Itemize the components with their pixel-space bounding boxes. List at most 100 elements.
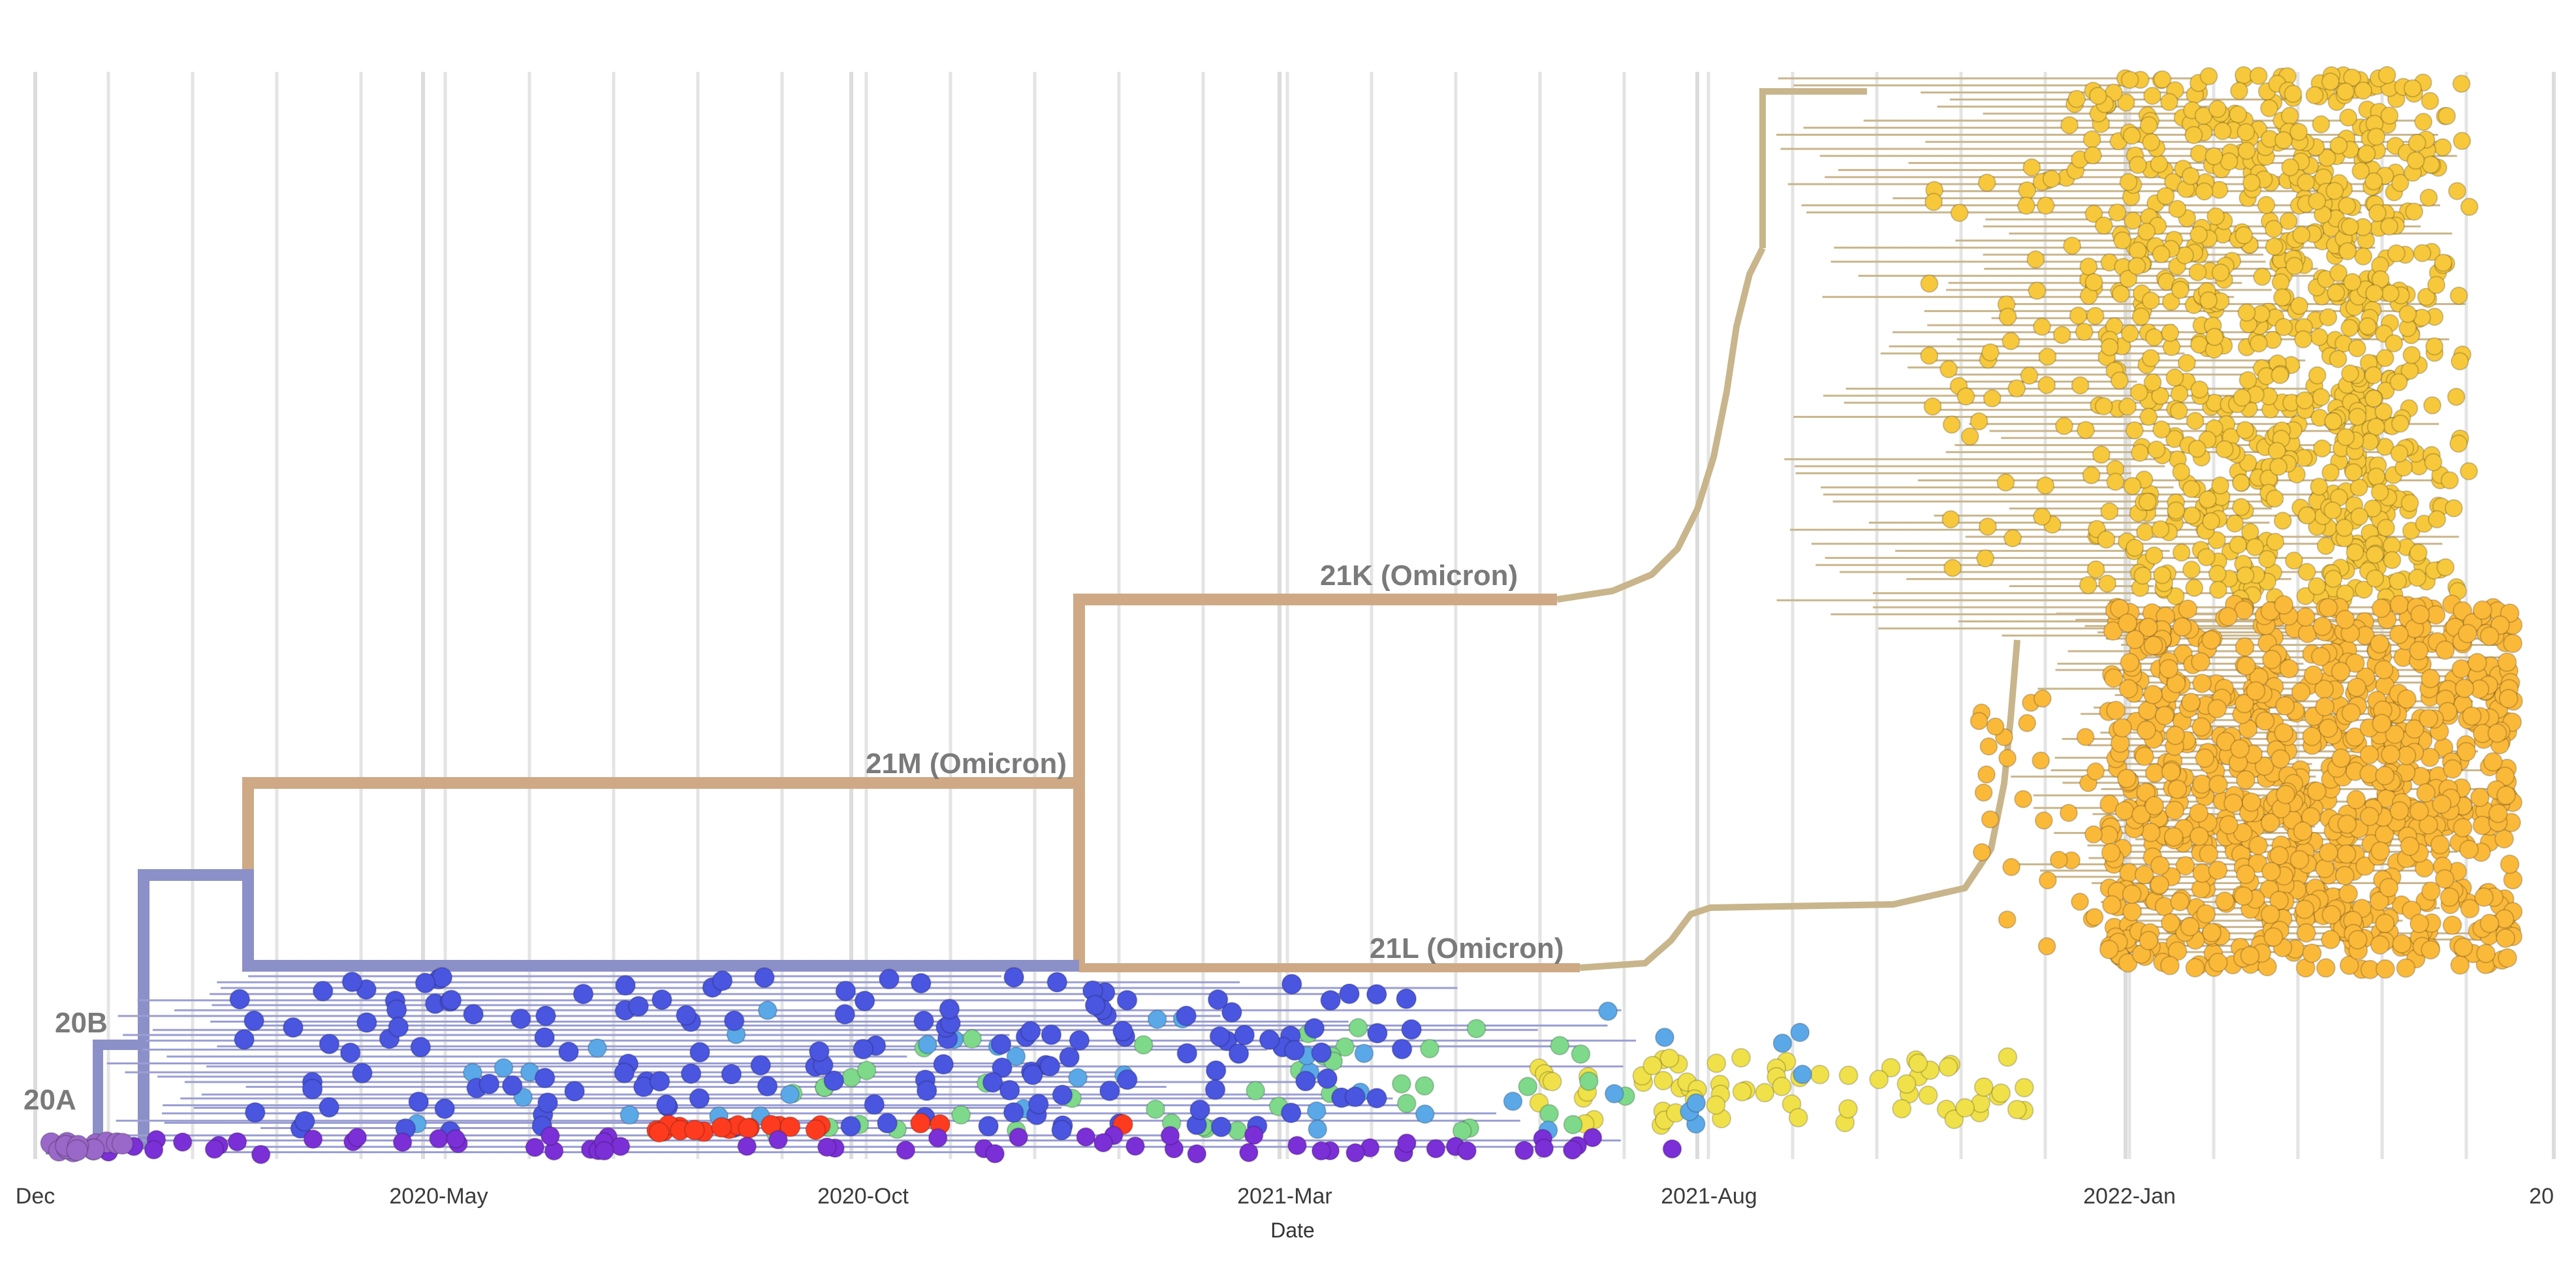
tip-21k — [2380, 217, 2398, 236]
tip-21l — [2337, 814, 2357, 835]
tip-20b — [1022, 1064, 1043, 1085]
tip-21l — [1986, 717, 2005, 736]
tip-21l — [2172, 617, 2192, 637]
tip-20b — [1221, 1002, 1242, 1023]
tip-21j — [2007, 1100, 2027, 1120]
tip-20i — [1604, 1083, 1624, 1104]
tip-21l — [2059, 803, 2078, 822]
tip-21l — [2248, 835, 2269, 855]
tip-21j — [1642, 1055, 1663, 1075]
tip-21k — [2186, 411, 2205, 430]
tip-21k — [2144, 328, 2163, 347]
tip-20b — [939, 998, 960, 1020]
tip-20a — [896, 1140, 916, 1160]
tip-21k — [2037, 375, 2056, 394]
tip-21l — [2319, 842, 2338, 863]
tip-21l — [2165, 725, 2186, 746]
tip-21l — [2430, 835, 2450, 855]
tip-21j — [2014, 1077, 2034, 1098]
tip-21l — [2118, 613, 2138, 633]
tip-21l — [2189, 826, 2209, 846]
tip-21k — [1950, 204, 1969, 222]
tip-21l — [1981, 810, 2000, 829]
tip-21l — [2336, 844, 2357, 864]
tip-21k — [1920, 274, 1939, 293]
tip-20b — [1284, 1040, 1305, 1061]
tip-21l — [2488, 803, 2508, 823]
tip-21l — [2500, 854, 2520, 874]
tip-21k — [2086, 560, 2105, 579]
tip-20b — [689, 1088, 710, 1109]
tip-21k — [2249, 67, 2268, 86]
tip-21k — [2329, 349, 2348, 368]
tip-21k — [2417, 287, 2436, 306]
tip-21k — [2063, 236, 2082, 255]
tip-21k — [2139, 116, 2158, 135]
tip-21l — [2334, 866, 2355, 885]
tip-21l — [2476, 944, 2496, 964]
tip-20b — [1366, 983, 1387, 1005]
tip-21l — [2472, 816, 2492, 836]
tip-21k — [1996, 473, 2015, 492]
tip-21k — [2172, 462, 2191, 481]
tip-21l — [2116, 769, 2137, 789]
tip-21l — [2076, 727, 2095, 746]
tip-21k — [1940, 360, 1958, 379]
tip-21k — [2338, 242, 2357, 261]
tip-21l — [2295, 607, 2316, 627]
tip-21j — [1991, 1083, 2011, 1103]
tip-21l — [2359, 806, 2380, 827]
tip-21k — [2280, 106, 2299, 125]
tip-21l — [2159, 659, 2179, 679]
tip-21k — [2208, 99, 2227, 118]
tip-21l — [2341, 703, 2361, 723]
tip-21k — [2364, 366, 2383, 385]
tip-21l — [2246, 681, 2266, 701]
tip-20b — [614, 1062, 635, 1084]
tip-21k — [1924, 193, 1943, 212]
tip-21k — [2071, 376, 2090, 395]
tip-21l — [2235, 693, 2254, 714]
tip-21l — [2389, 624, 2409, 645]
tip-21k — [2273, 288, 2291, 307]
tip-21l — [2316, 958, 2336, 978]
tip-20h — [1452, 1121, 1472, 1141]
tip-20h — [1335, 1037, 1355, 1057]
tip-21k — [2100, 338, 2119, 357]
tip-21k — [2122, 126, 2141, 145]
tip-21l — [2400, 836, 2420, 856]
tip-21j — [1896, 1074, 1917, 1094]
tip-21l — [2404, 719, 2425, 739]
tree-tips — [40, 66, 2523, 1164]
tip-21k — [2344, 463, 2363, 482]
x-tick-label: 2020-May — [389, 1184, 488, 1209]
tip-20b — [1051, 1119, 1073, 1141]
tip-root — [111, 1132, 134, 1155]
tip-21k — [2123, 477, 2142, 496]
tip-21k — [2402, 345, 2421, 364]
tip-21k — [2271, 273, 2290, 292]
tip-21k — [2233, 389, 2252, 407]
tip-20b — [1344, 1086, 1366, 1107]
tip-20i — [494, 1058, 514, 1078]
tip-20e — [648, 1121, 670, 1143]
tip-21k — [2374, 402, 2393, 421]
tip-20b — [558, 1041, 579, 1062]
tip-21k — [2434, 253, 2453, 272]
x-axis-title: Date — [1270, 1218, 1315, 1242]
tip-21l — [2269, 846, 2289, 866]
tip-21l — [2498, 948, 2517, 968]
tip-20i — [1686, 1093, 1706, 1113]
tip-21k — [2028, 281, 2047, 300]
tip-21l — [2167, 941, 2188, 961]
tip-20b — [319, 1033, 340, 1055]
tip-20b — [835, 980, 856, 1002]
tip-21k — [2308, 366, 2327, 385]
tip-21l — [2359, 744, 2380, 765]
tip-21k — [2238, 453, 2257, 472]
tip-21l — [2312, 616, 2333, 637]
tip-21k — [2366, 417, 2385, 436]
x-tick-label: 2022-Jan — [2083, 1184, 2176, 1209]
tip-20b — [1028, 1093, 1049, 1115]
tip-21l — [2113, 718, 2132, 738]
